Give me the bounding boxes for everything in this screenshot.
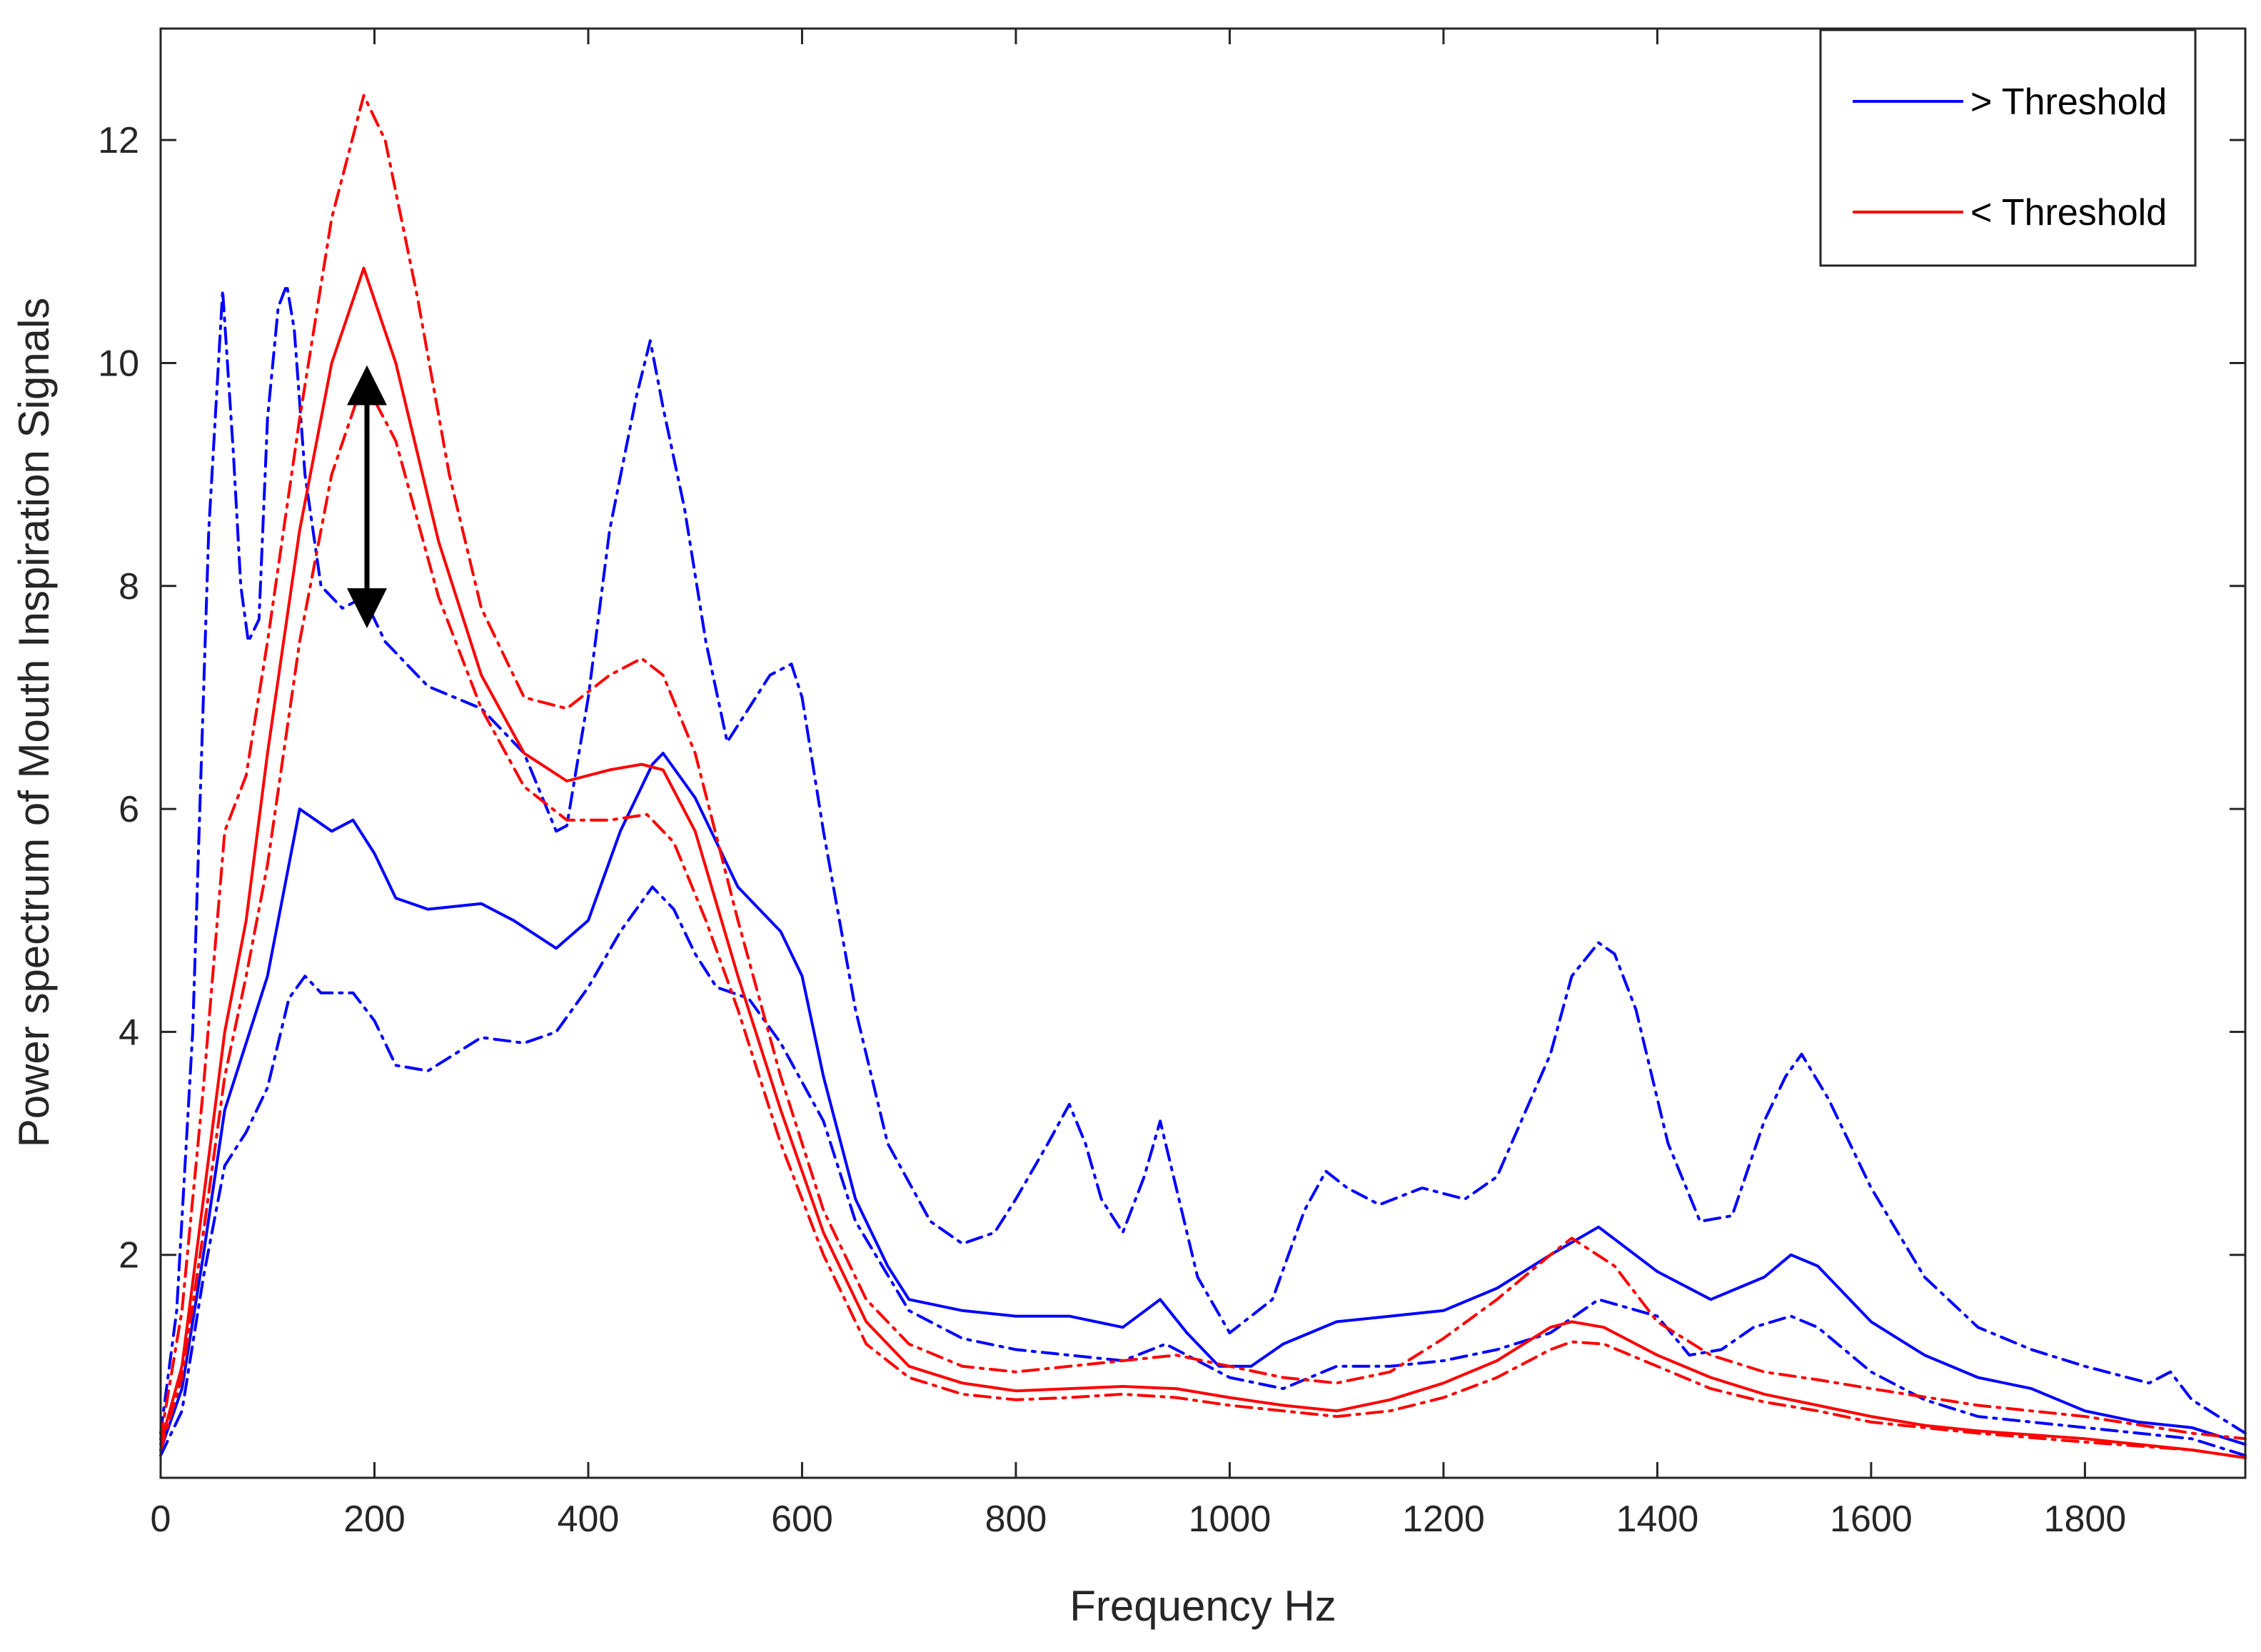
x-tick-label: 0 — [151, 1499, 171, 1540]
legend: > Threshold < Threshold — [1819, 29, 2197, 267]
x-tick-label: 1600 — [1830, 1499, 1913, 1540]
x-tick-label: 1800 — [2044, 1499, 2127, 1540]
axes-box — [159, 27, 2247, 1479]
y-axis-label: Power spectrum of Mouth Inspiration Sign… — [10, 298, 58, 1148]
legend-box — [1819, 29, 2197, 267]
series-line-below-threshold-mean — [159, 266, 2247, 1459]
series-line-above-threshold-mean — [159, 752, 2247, 1451]
legend-label: > Threshold — [1970, 81, 2167, 123]
y-tick-label: 4 — [119, 1012, 139, 1053]
x-tick-label: 1000 — [1189, 1499, 1272, 1540]
x-tick-label: 1400 — [1616, 1499, 1699, 1540]
series-line-above-threshold-lower — [159, 885, 2247, 1457]
x-tick-label: 200 — [343, 1499, 406, 1540]
x-tick-label: 600 — [771, 1499, 833, 1540]
axes-layer: 0 200 400 600 800 1000 1200 1400 1600 1800 2 4 6 8 10 1… — [98, 27, 2247, 1540]
x-tick-label: 800 — [985, 1499, 1047, 1540]
y-tick-label: 2 — [119, 1235, 139, 1276]
x-tick-label: 400 — [558, 1499, 620, 1540]
legend-label: < Threshold — [1970, 192, 2167, 233]
y-tick-label: 6 — [119, 789, 139, 830]
x-tick-label: 1200 — [1402, 1499, 1485, 1540]
x-axis-label: Frequency Hz — [1069, 1582, 1336, 1630]
y-tick-label: 10 — [98, 343, 139, 384]
y-tick-label: 12 — [98, 120, 139, 161]
series-line-below-threshold-upper — [159, 94, 2247, 1441]
y-tick-label: 8 — [119, 566, 139, 608]
